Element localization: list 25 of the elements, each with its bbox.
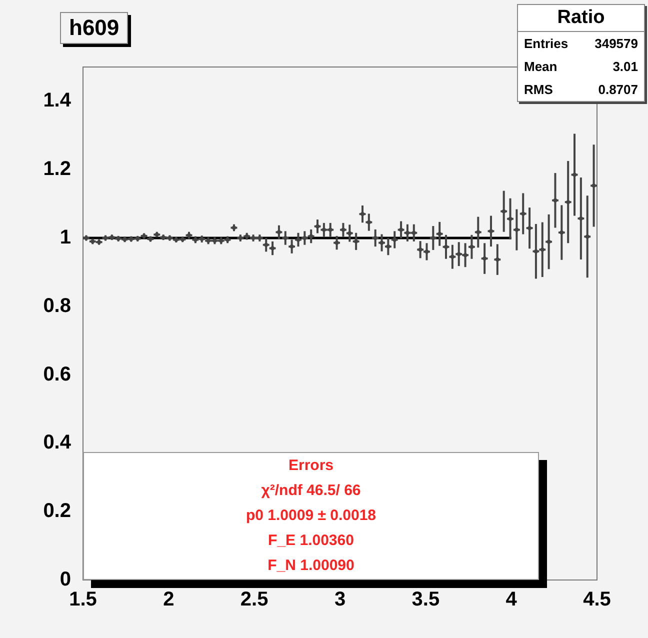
y-tick-label: 1.4 [43,90,72,112]
chart-title: h609 [60,12,128,44]
text: Mean 3.01 [524,59,638,74]
y-tick-label: 1.2 [43,158,71,180]
y-tick-label: 0.6 [43,363,71,386]
annotation: F_E 1.00360 [267,531,355,551]
y-tick-label: 0.4 [43,432,72,454]
x-tick-label: 3.5 [412,588,440,611]
x-tick-label: 4 [506,588,518,611]
annotation: χ²/ndf 46.5/ 66 [260,481,362,501]
x-tick-label: 1.5 [69,588,97,611]
text: Entries 349579 [524,36,638,51]
x-tick-label: 3 [334,588,346,611]
y-tick-label: 0.8 [43,294,71,317]
text: Ratio [518,5,644,32]
annotation: Errors [287,456,335,476]
y-tick-label: 0.2 [43,500,71,522]
text: RMS 0.8707 [524,82,638,97]
y-tick-label: 0 [60,568,71,591]
y-tick-label: 1 [60,226,71,249]
x-tick-label: 2 [163,588,174,611]
annotation: F_N 1.00090 [266,556,356,576]
x-tick-label: 2.5 [240,588,268,611]
annotation: p0 1.0009 ± 0.0018 [245,506,377,526]
x-tick-label: 4.5 [583,588,611,611]
